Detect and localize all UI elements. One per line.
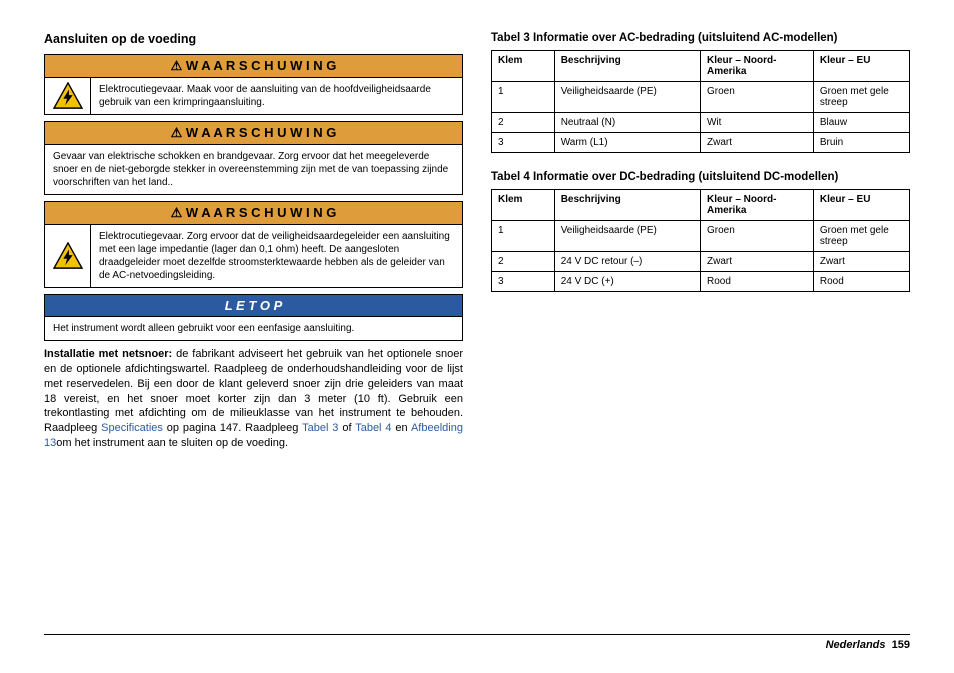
table-cell: Wit <box>700 113 813 133</box>
table-row: 1Veiligheidsaarde (PE)GroenGroen met gel… <box>492 221 910 252</box>
th-kleur-na: Kleur – Noord-Amerika <box>700 190 813 221</box>
link-tabel-4[interactable]: Tabel 4 <box>355 422 391 434</box>
warning-text: Gevaar van elektrische schokken en brand… <box>45 145 462 194</box>
inline-strong: Installatie met netsnoer: <box>44 348 172 360</box>
th-beschrijving: Beschrijving <box>554 51 700 82</box>
warning-triangle-icon: ⚠ <box>171 125 183 140</box>
link-specificaties[interactable]: Specificaties <box>101 422 163 434</box>
table-4: Klem Beschrijving Kleur – Noord-Amerika … <box>491 189 910 292</box>
table-row: 2Neutraal (N)WitBlauw <box>492 113 910 133</box>
table-cell: 3 <box>492 133 555 153</box>
right-column: Tabel 3 Informatie over AC-bedrading (ui… <box>491 32 910 451</box>
table-cell: Warm (L1) <box>554 133 700 153</box>
warning-triangle-icon: ⚠ <box>171 205 183 220</box>
warning-label: W A A R S C H U W I N G <box>186 125 336 140</box>
th-beschrijving: Beschrijving <box>554 190 700 221</box>
table-cell: 24 V DC retour (–) <box>554 252 700 272</box>
table-cell: 2 <box>492 113 555 133</box>
table-cell: Groen <box>700 221 813 252</box>
body-paragraph: Installatie met netsnoer: de fabrikant a… <box>44 347 463 451</box>
left-column: Aansluiten op de voeding ⚠ W A A R S C H… <box>44 32 463 451</box>
warning-box-2: ⚠ W A A R S C H U W I N G Gevaar van ele… <box>44 121 463 195</box>
table-cell: Rood <box>813 272 909 292</box>
notice-header: L E T O P <box>45 295 462 317</box>
table-cell: 1 <box>492 82 555 113</box>
notice-box: L E T O P Het instrument wordt alleen ge… <box>44 294 463 341</box>
page-footer: Nederlands 159 <box>44 634 910 651</box>
table-cell: Zwart <box>700 252 813 272</box>
hazard-icon-cell <box>45 225 91 287</box>
warning-box-1: ⚠ W A A R S C H U W I N G Elektrocutiege… <box>44 54 463 115</box>
inline-text: en <box>392 422 411 434</box>
electric-hazard-icon <box>53 242 83 270</box>
table-cell: Zwart <box>700 133 813 153</box>
table-cell: Groen met gele streep <box>813 221 909 252</box>
warning-header: ⚠ W A A R S C H U W I N G <box>45 122 462 145</box>
warning-box-3: ⚠ W A A R S C H U W I N G Elektrocutiege… <box>44 201 463 288</box>
table-row: 3Warm (L1)ZwartBruin <box>492 133 910 153</box>
inline-text: of <box>338 422 355 434</box>
th-kleur-eu: Kleur – EU <box>813 51 909 82</box>
table-cell: 24 V DC (+) <box>554 272 700 292</box>
warning-triangle-icon: ⚠ <box>171 58 183 73</box>
inline-text: om het instrument aan te sluiten op de v… <box>56 437 288 449</box>
table-4-caption: Tabel 4 Informatie over DC-bedrading (ui… <box>491 171 910 183</box>
table-cell: 1 <box>492 221 555 252</box>
table-cell: Veiligheidsaarde (PE) <box>554 221 700 252</box>
table-cell: Veiligheidsaarde (PE) <box>554 82 700 113</box>
table-cell: 3 <box>492 272 555 292</box>
footer-language: Nederlands <box>826 639 886 651</box>
hazard-icon-cell <box>45 78 91 114</box>
warning-label: W A A R S C H U W I N G <box>186 58 336 73</box>
th-klem: Klem <box>492 51 555 82</box>
table-cell: Blauw <box>813 113 909 133</box>
th-kleur-eu: Kleur – EU <box>813 190 909 221</box>
table-cell: Zwart <box>813 252 909 272</box>
warning-label: W A A R S C H U W I N G <box>186 205 336 220</box>
warning-header: ⚠ W A A R S C H U W I N G <box>45 55 462 78</box>
warning-header: ⚠ W A A R S C H U W I N G <box>45 202 462 225</box>
table-row: 224 V DC retour (–)ZwartZwart <box>492 252 910 272</box>
table-cell: Rood <box>700 272 813 292</box>
inline-text: op pagina 147. Raadpleeg <box>163 422 302 434</box>
table-cell: Groen <box>700 82 813 113</box>
warning-text: Elektrocutiegevaar. Zorg ervoor dat de v… <box>91 225 462 287</box>
table-cell: Neutraal (N) <box>554 113 700 133</box>
footer-page-number: 159 <box>892 639 910 651</box>
table-cell: Groen met gele streep <box>813 82 909 113</box>
warning-text: Elektrocutiegevaar. Maak voor de aanslui… <box>91 78 462 114</box>
table-cell: 2 <box>492 252 555 272</box>
table-3-caption: Tabel 3 Informatie over AC-bedrading (ui… <box>491 32 910 44</box>
th-klem: Klem <box>492 190 555 221</box>
link-tabel-3[interactable]: Tabel 3 <box>302 422 338 434</box>
th-kleur-na: Kleur – Noord-Amerika <box>700 51 813 82</box>
table-3: Klem Beschrijving Kleur – Noord-Amerika … <box>491 50 910 153</box>
notice-text: Het instrument wordt alleen gebruikt voo… <box>45 317 462 340</box>
table-row: 324 V DC (+)RoodRood <box>492 272 910 292</box>
table-cell: Bruin <box>813 133 909 153</box>
section-heading: Aansluiten op de voeding <box>44 32 463 46</box>
electric-hazard-icon <box>53 82 83 110</box>
table-row: 1Veiligheidsaarde (PE)GroenGroen met gel… <box>492 82 910 113</box>
